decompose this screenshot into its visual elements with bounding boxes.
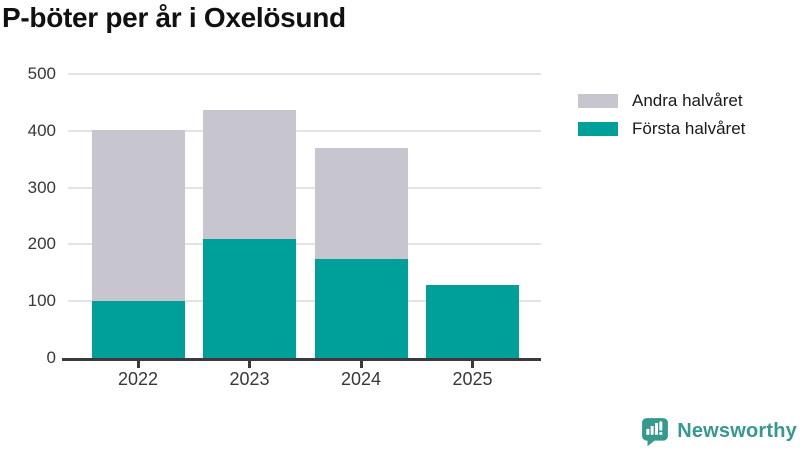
x-tick: [248, 361, 251, 368]
legend-item-forsta-halvaret: Första halvåret: [578, 118, 745, 140]
x-tick-label-2023: 2023: [229, 369, 270, 389]
legend-item-andra-halvaret: Andra halvåret: [578, 90, 745, 112]
gridline: [68, 300, 541, 303]
x-tick-label-2022: 2022: [117, 369, 159, 389]
gridline: [68, 243, 541, 246]
x-tick-label-2025: 2025: [452, 369, 493, 389]
gridline: [68, 186, 541, 189]
legend: Andra halvåret Första halvåret: [578, 90, 745, 146]
y-tick-label: 100: [27, 291, 56, 311]
y-tick-label: 400: [27, 120, 56, 140]
stacked-bar-chart: 2022 2023 2024 2025: [62, 73, 541, 389]
gridline: [68, 73, 541, 75]
bar-2025-forsta-halvaret: [426, 285, 519, 358]
legend-swatch-forsta-halvaret: [578, 122, 618, 136]
legend-label: Första halvåret: [632, 119, 746, 138]
bar-2024-forsta-halvaret: [314, 258, 408, 358]
y-tick-label: 500: [27, 64, 56, 83]
y-axis: 0 100 200 300 400 500: [0, 64, 56, 367]
x-axis-line: [62, 358, 541, 361]
bar-2023-forsta-halvaret: [203, 238, 296, 358]
x-tick: [136, 361, 140, 368]
bar-2024-andra-halvaret: [314, 147, 408, 259]
x-tick-label-2024: 2024: [340, 369, 382, 389]
newsworthy-logo-text[interactable]: Newsworthy: [677, 419, 797, 442]
y-tick-label: 300: [27, 177, 56, 197]
newsworthy-logo[interactable]: Newsworthy: [640, 416, 797, 446]
legend-label: Andra halvåret: [632, 91, 743, 110]
chart-title: P-böter per år i Oxelösund: [2, 2, 346, 33]
y-tick-label: 0: [46, 348, 56, 367]
bar-2023-andra-halvaret: [203, 109, 296, 239]
y-tick-label: 200: [27, 234, 56, 254]
newsworthy-bar-chart-bubble-icon: [642, 418, 669, 446]
bar-2022-forsta-halvaret: [91, 300, 185, 358]
gridline: [68, 129, 541, 132]
x-tick: [471, 361, 474, 368]
x-tick: [359, 361, 363, 368]
legend-swatch-andra-halvaret: [578, 94, 618, 108]
bar-2022-andra-halvaret: [91, 129, 185, 301]
